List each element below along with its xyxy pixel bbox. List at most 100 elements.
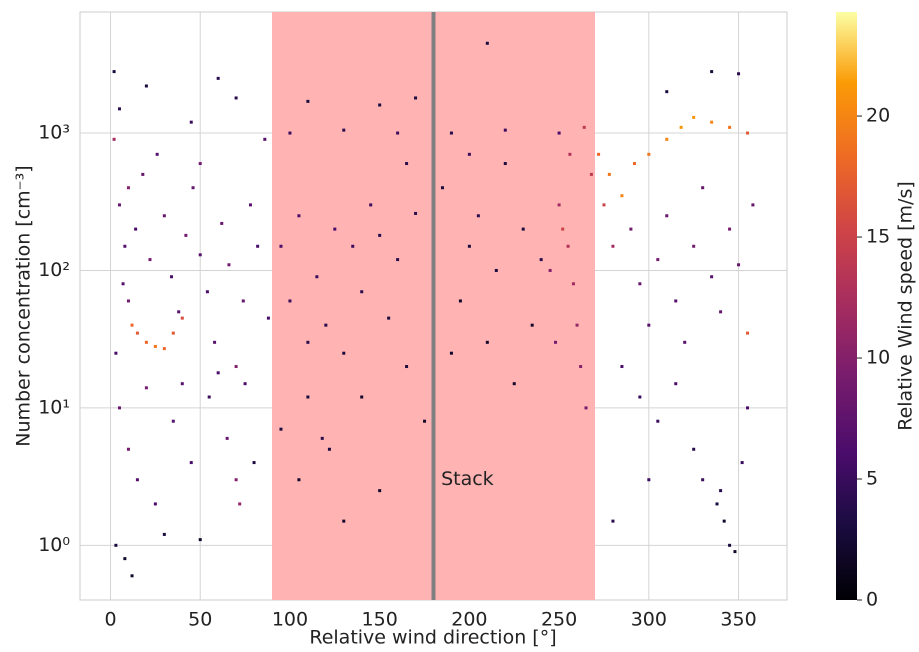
- point: [467, 244, 471, 248]
- point: [198, 162, 202, 166]
- point: [135, 331, 139, 335]
- point: [728, 125, 732, 129]
- point: [153, 344, 157, 348]
- point: [144, 84, 148, 88]
- point: [191, 186, 195, 190]
- point: [638, 282, 642, 286]
- annotation: Stack: [441, 468, 494, 490]
- point: [234, 96, 238, 100]
- point: [180, 382, 184, 386]
- point: [620, 194, 624, 198]
- point: [189, 461, 193, 465]
- point: [207, 395, 211, 399]
- point: [256, 244, 260, 248]
- point: [561, 227, 565, 231]
- point: [360, 395, 364, 399]
- point: [112, 70, 116, 74]
- point: [342, 128, 346, 132]
- point: [521, 227, 525, 231]
- point: [728, 227, 732, 231]
- colorbar-tick-label: 5: [866, 468, 878, 490]
- point: [715, 502, 719, 506]
- point: [737, 72, 741, 76]
- point: [134, 227, 138, 231]
- point: [227, 263, 231, 267]
- point: [234, 365, 238, 369]
- point: [135, 478, 139, 482]
- point: [184, 233, 188, 237]
- point: [387, 316, 391, 320]
- point: [177, 310, 181, 314]
- point: [647, 152, 651, 156]
- point: [557, 203, 561, 207]
- point: [701, 186, 705, 190]
- point: [306, 340, 310, 344]
- point: [414, 96, 418, 100]
- x-tick-label: 150: [362, 609, 398, 631]
- point: [548, 268, 552, 272]
- point: [144, 386, 148, 390]
- colorbar-label: Relative Wind speed [m/s]: [895, 181, 917, 431]
- point: [582, 125, 586, 129]
- point: [216, 76, 220, 80]
- point: [198, 253, 202, 257]
- point: [315, 275, 319, 279]
- point: [148, 258, 152, 262]
- point: [647, 323, 651, 327]
- point: [279, 244, 283, 248]
- point: [733, 550, 737, 554]
- point: [378, 233, 382, 237]
- point: [369, 203, 373, 207]
- point: [117, 203, 121, 207]
- y-tick-label: 10¹: [38, 396, 70, 418]
- point: [306, 395, 310, 399]
- point: [117, 406, 121, 410]
- point: [112, 137, 116, 141]
- point: [171, 331, 175, 335]
- point: [238, 502, 242, 506]
- point: [629, 227, 633, 231]
- point: [575, 323, 579, 327]
- x-tick-label: 0: [104, 609, 116, 631]
- colorbar-tick-label: 10: [866, 347, 890, 369]
- x-tick-label: 350: [720, 609, 756, 631]
- point: [632, 162, 636, 166]
- point: [324, 323, 328, 327]
- point: [656, 419, 660, 423]
- point: [692, 115, 696, 119]
- point: [130, 323, 134, 327]
- point: [589, 172, 593, 176]
- point: [351, 244, 355, 248]
- point: [126, 447, 130, 451]
- point: [225, 436, 229, 440]
- point: [722, 519, 726, 523]
- point: [665, 137, 669, 141]
- point: [306, 99, 310, 103]
- point: [503, 162, 507, 166]
- point: [234, 478, 238, 482]
- point: [342, 351, 346, 355]
- point: [263, 137, 267, 141]
- point: [121, 282, 125, 286]
- point: [248, 203, 252, 207]
- point: [162, 532, 166, 536]
- x-tick-label: 250: [541, 609, 577, 631]
- point: [440, 186, 444, 190]
- point: [746, 331, 750, 335]
- point: [162, 214, 166, 218]
- point: [144, 340, 148, 344]
- point: [333, 227, 337, 231]
- point: [647, 478, 651, 482]
- point: [485, 340, 489, 344]
- point: [405, 162, 409, 166]
- point: [213, 340, 217, 344]
- point: [220, 221, 224, 225]
- point: [719, 489, 723, 493]
- point: [554, 340, 558, 344]
- point: [170, 275, 174, 279]
- point: [243, 382, 247, 386]
- point: [728, 543, 732, 547]
- point: [692, 244, 696, 248]
- point: [701, 478, 705, 482]
